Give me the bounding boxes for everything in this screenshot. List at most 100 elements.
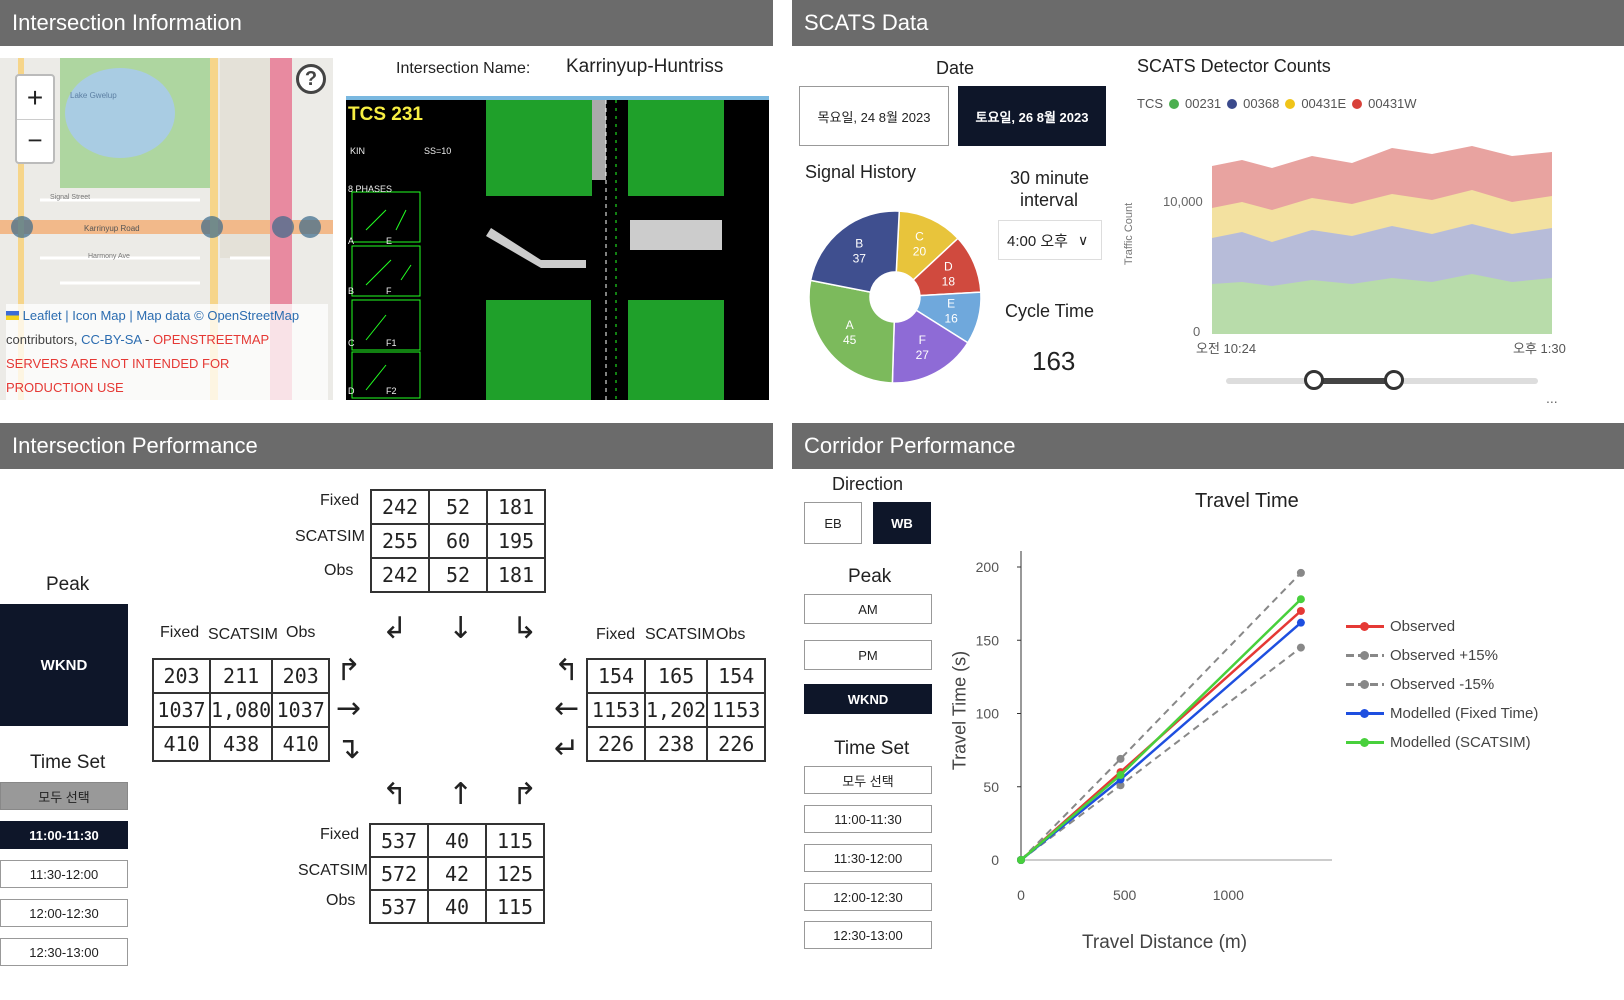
intersection-name-value: Karrinyup-Huntriss [566, 56, 724, 77]
series-point-1[interactable] [1116, 754, 1125, 763]
legend-modelled-fixed[interactable]: Modelled (Fixed Time) [1346, 699, 1538, 728]
series-point-4[interactable] [1296, 595, 1305, 604]
travel-time-chart: 0 50 100 150 200 0 500 1000 [976, 551, 1332, 903]
x-tick-label: 0 [1017, 887, 1025, 903]
series-point-1[interactable] [1296, 568, 1305, 577]
legend-prefix: TCS [1137, 96, 1163, 111]
series-point-0[interactable] [1296, 606, 1305, 615]
series-point-2[interactable] [1296, 643, 1305, 652]
north-volume-table: 242 52 181 255 60 195 242 52 181 [370, 489, 546, 593]
interval-dropdown[interactable]: 4:00 오후 ∨ [998, 220, 1102, 260]
direction-wb-button[interactable]: WB [873, 502, 931, 544]
perf-peak-label: Peak [46, 574, 90, 595]
perf-time-set-1230[interactable]: 12:30-13:00 [0, 938, 128, 966]
attribution-cc-link[interactable]: CC-BY-SA [81, 332, 142, 347]
interval-label-1: 30 minute [1010, 168, 1090, 188]
legend-00368[interactable]: 00368 [1243, 96, 1280, 111]
pie-slice-b[interactable] [809, 210, 901, 294]
map-label-harmony: Harmony Ave [88, 253, 130, 260]
attribution-osm: OPENSTREETMAP [152, 332, 270, 347]
pie-value-a: 45 [843, 333, 857, 347]
table-cell: 410 [152, 726, 211, 762]
slider-handle-start[interactable] [1304, 370, 1324, 390]
corridor-time-set-1200[interactable]: 12:00-12:30 [804, 883, 932, 911]
legend-observed-plus[interactable]: Observed +15% [1346, 641, 1538, 670]
map-label-lake: Lake Gwelup [70, 91, 117, 100]
map-label-karrinyup: Karrinyup Road [84, 224, 140, 233]
legend-00431e[interactable]: 00431E [1301, 96, 1347, 111]
west-arrow-left-turn-icon: ↱ [336, 653, 362, 688]
perf-time-set-1200[interactable]: 12:00-12:30 [0, 899, 128, 927]
legend-modelled-scatsim-line [1346, 738, 1384, 747]
pie-slice-a[interactable] [808, 279, 896, 384]
perf-time-set-1100[interactable]: 11:00-11:30 [0, 821, 128, 849]
corridor-peak-am[interactable]: AM [804, 594, 932, 624]
zoom-out-button[interactable]: − [27, 125, 43, 155]
series-point-3[interactable] [1296, 618, 1305, 627]
map-tiles [0, 58, 333, 400]
map-zoom-control: + − [15, 74, 55, 164]
east-header-fixed: Fixed [596, 626, 636, 643]
x-tick-label: 1000 [1213, 887, 1244, 903]
date-end-picker[interactable]: 토요일, 26 8월 2023 [958, 86, 1106, 146]
zoom-in-button[interactable]: + [17, 76, 53, 120]
legend-observed-minus[interactable]: Observed -15% [1346, 670, 1538, 699]
series-point-4[interactable] [1116, 771, 1125, 780]
series-line-2[interactable] [1020, 646, 1302, 861]
help-icon[interactable]: ? [296, 64, 326, 94]
area-00231 [1212, 274, 1552, 334]
scats-data-header: SCATS Data [792, 0, 1624, 46]
south-arrow-left-turn-icon: ↰ [382, 777, 408, 812]
direction-eb-button[interactable]: EB [804, 502, 862, 544]
corridor-peak-wknd[interactable]: WKND [804, 684, 932, 714]
pie-value-b: 37 [853, 251, 867, 265]
south-label-fixed: Fixed [320, 826, 360, 843]
legend-observed-plus-line [1346, 651, 1384, 660]
corridor-time-set-1230[interactable]: 12:30-13:00 [804, 921, 932, 949]
perf-time-set-1130[interactable]: 11:30-12:00 [0, 860, 128, 888]
perf-time-set-all[interactable]: 모두 선택 [0, 782, 128, 810]
pie-value-e: 16 [944, 311, 958, 325]
table-cell: 115 [485, 823, 545, 858]
legend-observed[interactable]: Observed [1346, 612, 1538, 641]
legend-modelled-scatsim[interactable]: Modelled (SCATSIM) [1346, 728, 1538, 757]
corridor-performance-header: Corridor Performance [792, 423, 1624, 469]
legend-00231[interactable]: 00231 [1185, 96, 1222, 111]
more-options-icon[interactable]: ... [1546, 390, 1558, 406]
series-line-1[interactable] [1020, 572, 1302, 861]
tcs-phases-label: 8 PHASES [348, 184, 393, 194]
slider-active-range [1314, 378, 1394, 384]
series-line-4[interactable] [1020, 598, 1302, 861]
pie-label-b: B [855, 236, 863, 250]
detector-area-chart [1212, 146, 1552, 334]
legend-modelled-fixed-label: Modelled (Fixed Time) [1390, 705, 1539, 722]
signal-history-label: Signal History [805, 162, 917, 182]
corridor-time-set-all[interactable]: 모두 선택 [804, 766, 932, 794]
series-point-2[interactable] [1116, 781, 1125, 790]
legend-dot-00431w [1352, 98, 1363, 109]
pie-slice-f[interactable] [891, 309, 969, 384]
perf-peak-wknd[interactable]: WKND [0, 604, 128, 726]
map[interactable]: Karrinyup Road Harmony Ave Signal Street… [0, 58, 333, 400]
tcs-diagram: TCS 231 KIN SS=10 8 PHASES A B C D E F F… [346, 96, 769, 400]
phase-letter-a: A [348, 236, 355, 246]
tcs-label: TCS 231 [348, 104, 423, 125]
corridor-time-set-1130[interactable]: 11:30-12:00 [804, 844, 932, 872]
slider-handle-end[interactable] [1384, 370, 1404, 390]
table-cell: 572 [369, 856, 429, 891]
pie-label-a: A [846, 318, 854, 332]
date-start-picker[interactable]: 목요일, 24 8월 2023 [799, 86, 949, 146]
legend-00431w[interactable]: 00431W [1368, 96, 1417, 111]
corridor-peak-pm[interactable]: PM [804, 640, 932, 670]
south-arrow-right-turn-icon: ↱ [512, 777, 538, 812]
attribution-line-1[interactable]: Leaflet | Icon Map | Map data © OpenStre… [6, 304, 328, 328]
west-header-fixed: Fixed [160, 624, 200, 641]
attribution-links[interactable]: Leaflet | Icon Map | Map data © OpenStre… [22, 308, 300, 323]
table-cell: 1,202 [643, 692, 709, 728]
table-cell: 40 [427, 889, 487, 924]
time-range-slider[interactable] [1226, 370, 1538, 390]
series-point-4[interactable] [1017, 856, 1025, 864]
table-cell: 195 [486, 523, 546, 559]
detector-x-start: 오전 10:24 [1196, 341, 1257, 356]
corridor-time-set-1100[interactable]: 11:00-11:30 [804, 805, 932, 833]
